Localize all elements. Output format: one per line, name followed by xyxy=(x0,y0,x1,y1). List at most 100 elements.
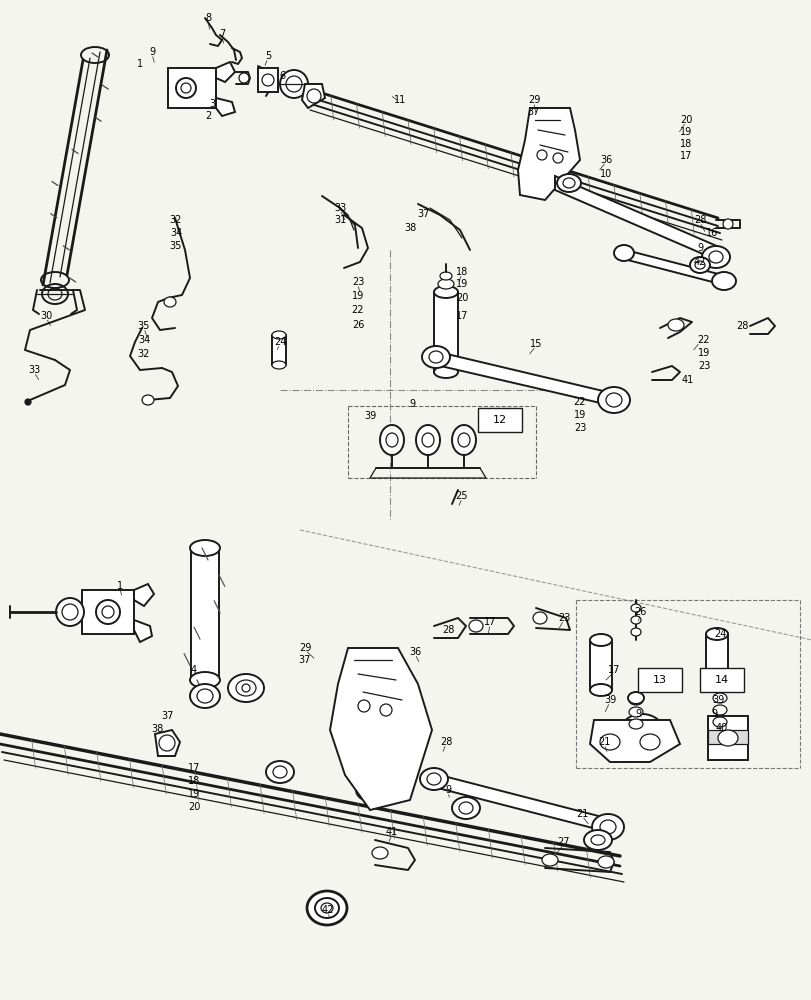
Text: 25: 25 xyxy=(455,491,468,501)
Text: 17: 17 xyxy=(679,151,691,161)
Ellipse shape xyxy=(433,286,457,298)
Ellipse shape xyxy=(96,600,120,624)
Ellipse shape xyxy=(536,150,547,160)
Text: 35: 35 xyxy=(169,241,182,251)
Ellipse shape xyxy=(363,784,376,796)
Ellipse shape xyxy=(415,425,440,455)
Polygon shape xyxy=(216,62,234,82)
Text: 22: 22 xyxy=(573,397,586,407)
Ellipse shape xyxy=(236,680,255,696)
Ellipse shape xyxy=(469,620,483,632)
Bar xyxy=(191,548,219,680)
Ellipse shape xyxy=(599,734,620,750)
Ellipse shape xyxy=(712,693,726,703)
Bar xyxy=(433,292,457,372)
Ellipse shape xyxy=(440,272,452,280)
Ellipse shape xyxy=(629,695,642,705)
Text: 4: 4 xyxy=(191,665,197,675)
Ellipse shape xyxy=(197,689,212,703)
Ellipse shape xyxy=(597,387,629,413)
Ellipse shape xyxy=(599,820,616,834)
Ellipse shape xyxy=(272,361,285,369)
Ellipse shape xyxy=(541,854,557,866)
Ellipse shape xyxy=(238,73,249,83)
Text: 38: 38 xyxy=(403,223,415,233)
Text: 28: 28 xyxy=(441,625,453,635)
Ellipse shape xyxy=(532,612,547,624)
Ellipse shape xyxy=(627,692,643,704)
Text: 19: 19 xyxy=(455,279,468,289)
Ellipse shape xyxy=(705,678,727,690)
Bar xyxy=(707,716,747,760)
Ellipse shape xyxy=(556,174,581,192)
Ellipse shape xyxy=(605,393,621,407)
Ellipse shape xyxy=(159,735,175,751)
Text: 19: 19 xyxy=(187,789,200,799)
Ellipse shape xyxy=(629,707,642,717)
Ellipse shape xyxy=(590,835,604,845)
Ellipse shape xyxy=(242,684,250,692)
Text: 36: 36 xyxy=(599,155,611,165)
Ellipse shape xyxy=(427,773,440,785)
Text: 22: 22 xyxy=(697,335,710,345)
Text: 42: 42 xyxy=(321,905,334,915)
Ellipse shape xyxy=(142,395,154,405)
Text: 3: 3 xyxy=(208,99,215,109)
Polygon shape xyxy=(134,584,154,606)
Text: 16: 16 xyxy=(705,228,717,238)
Ellipse shape xyxy=(428,351,443,363)
Polygon shape xyxy=(216,98,234,116)
Text: 20: 20 xyxy=(187,802,200,812)
Text: 19: 19 xyxy=(573,410,586,420)
Text: 10: 10 xyxy=(599,169,611,179)
Ellipse shape xyxy=(164,297,176,307)
Ellipse shape xyxy=(552,153,562,163)
Ellipse shape xyxy=(629,719,642,729)
Ellipse shape xyxy=(190,540,220,556)
Ellipse shape xyxy=(717,730,737,746)
Bar xyxy=(82,590,134,634)
Text: 14: 14 xyxy=(714,675,728,685)
Ellipse shape xyxy=(280,70,307,98)
Text: 23: 23 xyxy=(697,361,710,371)
Polygon shape xyxy=(134,620,152,642)
Ellipse shape xyxy=(307,89,320,103)
Bar xyxy=(590,640,611,690)
Text: 9: 9 xyxy=(634,709,640,719)
Ellipse shape xyxy=(452,797,479,819)
Ellipse shape xyxy=(266,761,294,783)
Text: 18: 18 xyxy=(187,776,200,786)
Text: 31: 31 xyxy=(333,215,345,225)
Text: 40: 40 xyxy=(715,723,727,733)
Text: 23: 23 xyxy=(573,423,586,433)
Text: 39: 39 xyxy=(363,411,375,421)
Polygon shape xyxy=(329,648,431,810)
Text: 23: 23 xyxy=(557,613,569,623)
Ellipse shape xyxy=(190,684,220,708)
Text: 28: 28 xyxy=(693,215,706,225)
Text: 37: 37 xyxy=(298,655,311,665)
Ellipse shape xyxy=(419,768,448,790)
Ellipse shape xyxy=(667,319,683,331)
Text: 19: 19 xyxy=(679,127,691,137)
Ellipse shape xyxy=(590,684,611,696)
Ellipse shape xyxy=(262,74,273,86)
Ellipse shape xyxy=(358,700,370,712)
Text: 32: 32 xyxy=(138,349,150,359)
Text: 27: 27 xyxy=(557,837,569,847)
Text: 33: 33 xyxy=(333,203,345,213)
Text: 41: 41 xyxy=(681,375,693,385)
Ellipse shape xyxy=(433,366,457,378)
Text: 30: 30 xyxy=(40,311,52,321)
Ellipse shape xyxy=(639,734,659,750)
Ellipse shape xyxy=(457,433,470,447)
Ellipse shape xyxy=(636,727,646,737)
Text: 17: 17 xyxy=(187,763,200,773)
Text: 21: 21 xyxy=(575,809,587,819)
Ellipse shape xyxy=(380,425,404,455)
Bar xyxy=(637,668,681,692)
Text: 6: 6 xyxy=(279,71,285,81)
Text: 41: 41 xyxy=(385,827,397,837)
Text: 9: 9 xyxy=(148,47,155,57)
Ellipse shape xyxy=(613,245,633,261)
